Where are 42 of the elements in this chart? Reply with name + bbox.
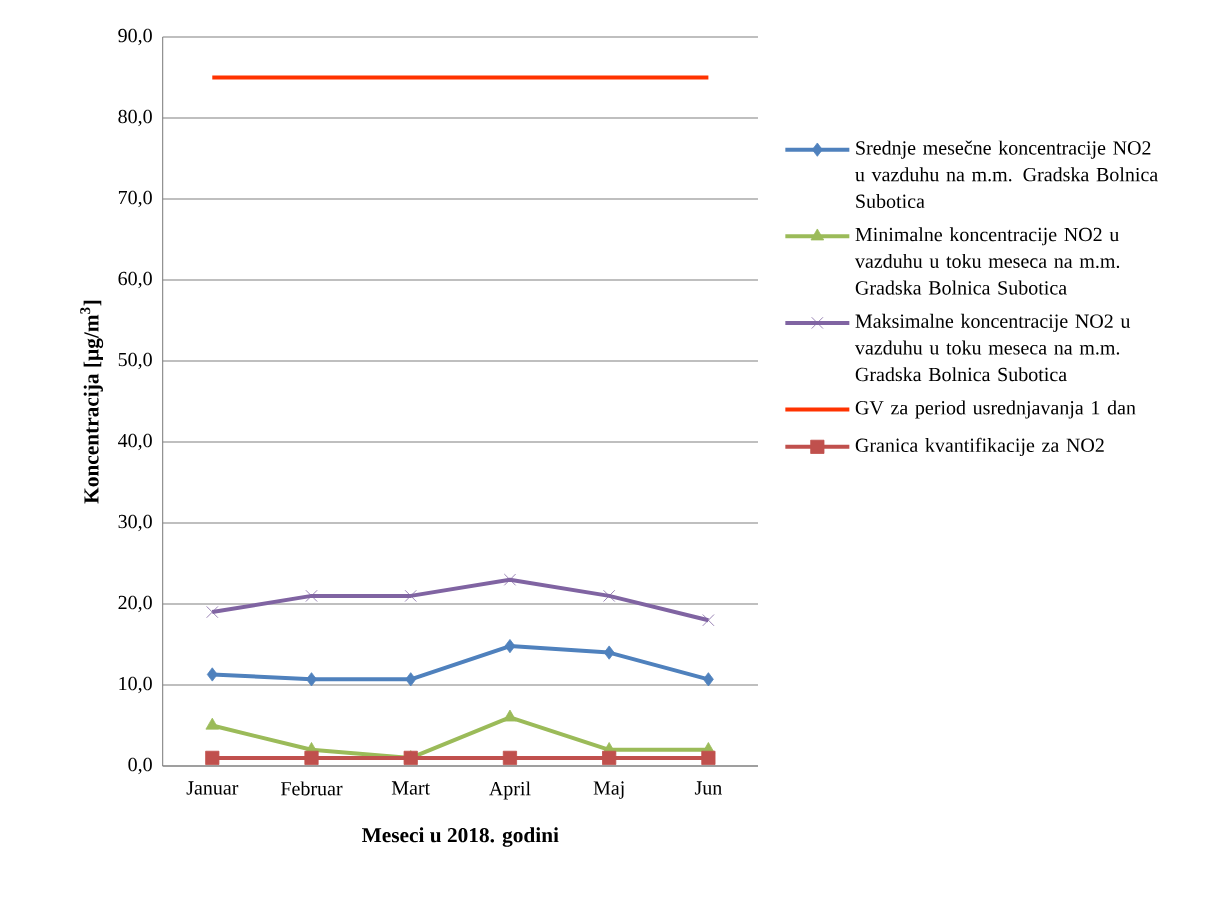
legend-label: GV za period usrednjavanja 1 dan xyxy=(855,400,1136,419)
point xyxy=(702,672,714,687)
y-tick-label: 10,0 xyxy=(119,676,152,694)
y-tick-label: 50,0 xyxy=(118,352,152,370)
point xyxy=(405,672,417,687)
y-tick-label: 90,0 xyxy=(118,28,152,46)
point xyxy=(701,750,716,765)
y-tick-label: 0,0 xyxy=(128,757,152,775)
point xyxy=(503,709,517,722)
x-tick-label: Mart xyxy=(391,781,431,795)
legend-label: Maksimalne koncentracije NO2 u vazduhu u toku meseca na m.m. Gradska Bolnica Subotica xyxy=(854,313,1131,382)
point xyxy=(206,606,219,619)
x-tick-label: Maj xyxy=(593,781,624,799)
point xyxy=(206,667,218,682)
y-tick-label: 30,0 xyxy=(118,514,152,532)
legend-label: Minimalne koncentracije NO2 u vazduhu u toku meseca na m.m. Gradska Bolnica Subotica xyxy=(854,227,1120,295)
point xyxy=(404,589,417,602)
x-tick-label: Januar xyxy=(186,781,239,795)
point xyxy=(305,589,318,602)
x-axis-title: Meseci u 2018. godini xyxy=(362,827,559,847)
point xyxy=(702,614,715,627)
y-axis-title: Koncentracija [µg/m$^{3}$] xyxy=(80,300,104,504)
y-tick-label: 60,0 xyxy=(118,271,152,289)
point xyxy=(205,717,220,730)
y-tick-label: 20,0 xyxy=(118,595,152,613)
point xyxy=(502,750,518,765)
point xyxy=(504,639,516,654)
point xyxy=(602,750,617,765)
point xyxy=(306,672,317,687)
x-tick-label: Februar xyxy=(280,781,343,796)
y-tick-label: 70,0 xyxy=(118,190,152,208)
point xyxy=(205,750,220,765)
legend-label: Granica kvantifikacije za NO2 xyxy=(855,437,1104,457)
point xyxy=(304,750,319,765)
legend-label: Srednje mesečne koncentracije NO2 u vazduhu na m.m. Gradska Bolnica Subotica xyxy=(855,140,1158,209)
y-tick-label: 40,0 xyxy=(118,433,152,451)
point xyxy=(603,589,616,602)
x-tick-label: April xyxy=(489,781,531,800)
point xyxy=(603,645,615,660)
y-tick-label: 80,0 xyxy=(118,109,152,127)
point xyxy=(503,573,517,586)
x-tick-label: Jun xyxy=(694,781,722,795)
